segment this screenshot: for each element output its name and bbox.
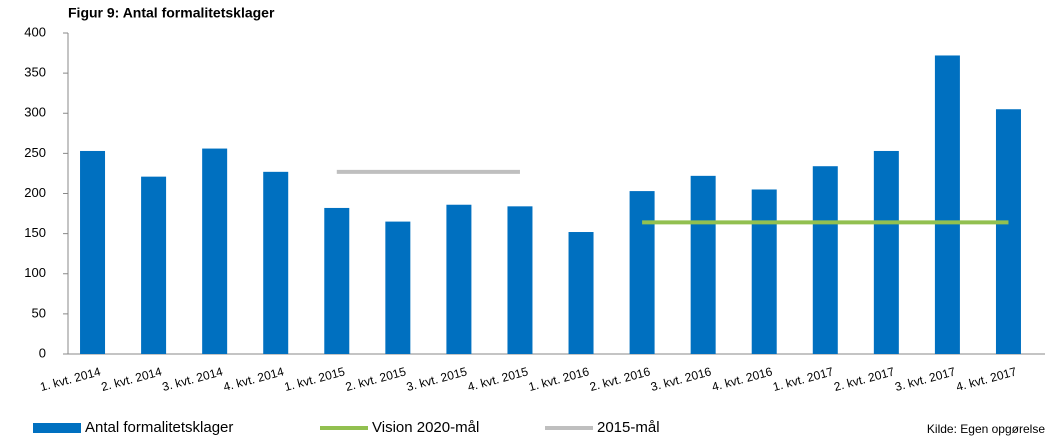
bar [80,150,106,354]
x-tick-label: 1. kvt. 2015 [283,364,347,394]
x-tick-label: 4. kvt. 2014 [222,364,286,394]
x-tick-label: 1. kvt. 2017 [771,364,835,394]
x-tick-label: 3. kvt. 2014 [161,364,225,394]
x-tick-label: 4. kvt. 2015 [466,364,530,394]
x-tick-label: 1. kvt. 2014 [39,364,103,394]
source-note: Kilde: Egen opgørelse [927,422,1045,436]
y-tick-label: 0 [39,345,46,360]
legend-label: Antal formalitetsklager [85,419,233,436]
y-tick-label: 300 [24,105,46,120]
bar [690,175,716,354]
bar [629,191,655,354]
bar [751,189,777,354]
x-tick-label: 3. kvt. 2015 [405,364,469,394]
legend-label: 2015-mål [597,419,660,436]
bar [202,148,228,354]
x-tick-label: 3. kvt. 2017 [893,364,957,394]
y-tick-label: 200 [24,185,46,200]
bar [995,109,1021,354]
bar [873,150,899,354]
bar [141,176,167,354]
y-tick-label: 100 [24,265,46,280]
y-tick-label: 350 [24,65,46,80]
y-tick-label: 150 [24,225,46,240]
bar [324,207,350,354]
y-tick-label: 250 [24,145,46,160]
bar [934,55,960,354]
bar [812,166,838,354]
chart-title: Figur 9: Antal formalitetsklager [68,5,275,21]
x-tick-label: 4. kvt. 2017 [955,364,1019,394]
bar [263,171,289,354]
bar [568,232,594,354]
x-tick-label: 2. kvt. 2016 [588,364,652,394]
x-tick-label: 2. kvt. 2017 [832,364,896,394]
x-tick-label: 2. kvt. 2015 [344,364,408,394]
bar [507,206,533,354]
bar [446,204,472,354]
bar [385,221,411,354]
y-tick-label: 400 [24,24,46,39]
x-tick-label: 3. kvt. 2016 [649,364,713,394]
legend-label: Vision 2020-mål [372,419,479,436]
y-tick-label: 50 [32,305,46,320]
x-tick-label: 2. kvt. 2014 [100,364,164,394]
legend-swatch [33,423,81,433]
x-tick-label: 1. kvt. 2016 [527,364,591,394]
x-tick-label: 4. kvt. 2016 [710,364,774,394]
